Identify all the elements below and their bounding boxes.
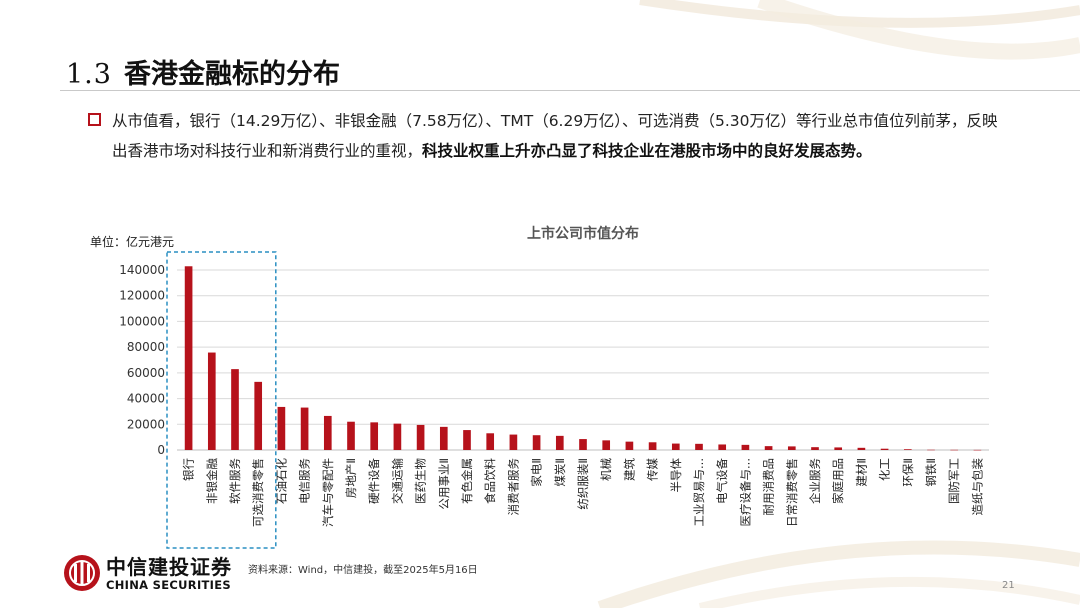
bar-日常消费零售 — [787, 446, 796, 450]
company-name-en: CHINA SECURITIES — [106, 578, 231, 592]
bar-有色金属 — [463, 430, 471, 450]
x-tick-label: 公用事业Ⅱ — [437, 458, 451, 510]
x-tick-label: 日常消费零售 — [785, 458, 799, 527]
highlight-box — [166, 251, 277, 549]
x-tick-label: 国防军工 — [947, 458, 961, 504]
x-tick-label: 家电Ⅱ — [530, 458, 544, 487]
bar-建材Ⅱ — [857, 447, 866, 450]
bar-电气设备 — [718, 444, 727, 450]
x-tick-label: 软件服务 — [228, 458, 242, 504]
bar-环保Ⅱ — [903, 449, 912, 450]
bar-可选消费零售 — [254, 381, 263, 450]
x-tick-label: 建筑 — [622, 458, 636, 481]
bar-建筑 — [625, 441, 634, 450]
x-tick-label: 石油石化 — [274, 458, 288, 504]
x-tick-label: 建材Ⅱ — [854, 458, 868, 487]
x-tick-label: 家庭用品 — [831, 458, 845, 504]
bar-造纸与包装 — [973, 449, 982, 451]
bar-银行 — [184, 266, 193, 450]
summary-emphasis: 科技业权重上升亦凸显了科技企业在港股市场中的良好发展态势。 — [422, 142, 872, 160]
bar-国防军工 — [950, 449, 959, 451]
bar-半导体 — [671, 443, 680, 450]
x-tick-label: 银行 — [182, 458, 196, 481]
x-tick-label: 耐用消费品 — [762, 458, 776, 516]
x-tick-label: 造纸与包装 — [970, 458, 984, 516]
y-tick-label: 140000 — [119, 263, 165, 277]
bar-医疗设备与... — [741, 444, 750, 450]
y-axis-unit-label: 单位：亿元港元 — [90, 234, 174, 249]
section-number: 1.3 — [66, 59, 112, 90]
x-tick-label: 工业贸易与... — [692, 458, 706, 526]
bar-医药生物 — [416, 424, 425, 450]
x-tick-label: 半导体 — [669, 458, 683, 493]
bar-消费者服务 — [509, 434, 518, 450]
x-tick-label: 食品饮料 — [483, 458, 497, 504]
x-tick-label: 煤炭Ⅱ — [553, 458, 567, 487]
bar-电信服务 — [300, 407, 309, 450]
bar-公用事业Ⅱ — [439, 426, 448, 450]
y-tick-label: 20000 — [127, 417, 165, 431]
bar-家电Ⅱ — [532, 435, 541, 450]
title-text: 香港金融标的分布 — [123, 59, 340, 90]
title-divider — [60, 90, 1080, 91]
x-tick-label: 汽车与零配件 — [321, 458, 335, 527]
x-tick-label: 房地产Ⅱ — [344, 458, 358, 498]
bar-硬件设备 — [370, 422, 379, 450]
bar-企业服务 — [811, 447, 819, 450]
bar-工业贸易与... — [695, 443, 703, 450]
bar-钢铁Ⅱ — [927, 449, 935, 451]
x-tick-label: 环保Ⅱ — [901, 458, 915, 487]
y-tick-label: 100000 — [119, 314, 165, 328]
y-tick-label: 0 — [157, 443, 165, 457]
bar-耐用消费品 — [764, 446, 773, 450]
x-tick-label: 消费者服务 — [506, 458, 520, 516]
y-tick-label: 120000 — [119, 289, 165, 303]
bar-食品饮料 — [486, 433, 495, 450]
summary-text: 从市值看，银行（14.29万亿）、非银金融（7.58万亿）、TMT（6.29万亿… — [112, 112, 998, 160]
bar-石油石化 — [277, 406, 286, 450]
x-tick-label: 有色金属 — [460, 458, 474, 504]
x-tick-label: 医疗设备与... — [738, 458, 752, 526]
x-tick-label: 化工 — [878, 458, 892, 481]
bar-化工 — [880, 448, 889, 450]
bar-房地产Ⅱ — [347, 421, 355, 450]
bar-煤炭Ⅱ — [555, 435, 564, 450]
x-tick-label: 机械 — [599, 458, 613, 481]
y-tick-label: 60000 — [127, 366, 165, 380]
summary-paragraph: 从市值看，银行（14.29万亿）、非银金融（7.58万亿）、TMT（6.29万亿… — [112, 106, 1002, 166]
y-tick-label: 40000 — [127, 392, 165, 406]
bar-家庭用品 — [834, 447, 843, 450]
bar-传媒 — [648, 442, 657, 450]
x-tick-label: 电气设备 — [715, 458, 729, 504]
source-note: 资料来源：Wind，中信建投，截至2025年5月16日 — [248, 565, 478, 576]
x-tick-label: 可选消费零售 — [251, 458, 265, 527]
y-tick-label: 80000 — [127, 340, 165, 354]
x-tick-label: 电信服务 — [298, 458, 312, 504]
bar-机械 — [602, 440, 611, 450]
company-logo-icon — [64, 555, 100, 591]
chart-title: 上市公司市值分布 — [527, 225, 639, 242]
x-tick-label: 纺织服装Ⅱ — [576, 458, 590, 510]
bullet-square-icon — [88, 113, 101, 126]
x-tick-label: 企业服务 — [808, 458, 822, 504]
page-number: 21 — [1002, 580, 1015, 591]
x-tick-label: 交通运输 — [390, 458, 404, 504]
bar-交通运输 — [393, 423, 402, 450]
x-tick-label: 传媒 — [646, 458, 660, 481]
x-tick-label: 非银金融 — [205, 458, 219, 504]
x-tick-label: 硬件设备 — [367, 458, 381, 504]
bar-纺织服装Ⅱ — [579, 439, 587, 450]
company-name-cn: 中信建投证券 — [106, 555, 232, 579]
bar-软件服务 — [231, 369, 239, 450]
page-title: 1.3 香港金融标的分布 — [66, 52, 340, 91]
x-tick-label: 医药生物 — [414, 458, 428, 504]
bar-非银金融 — [207, 352, 216, 450]
bar-汽车与零配件 — [323, 415, 332, 450]
x-tick-label: 钢铁Ⅱ — [924, 458, 938, 487]
